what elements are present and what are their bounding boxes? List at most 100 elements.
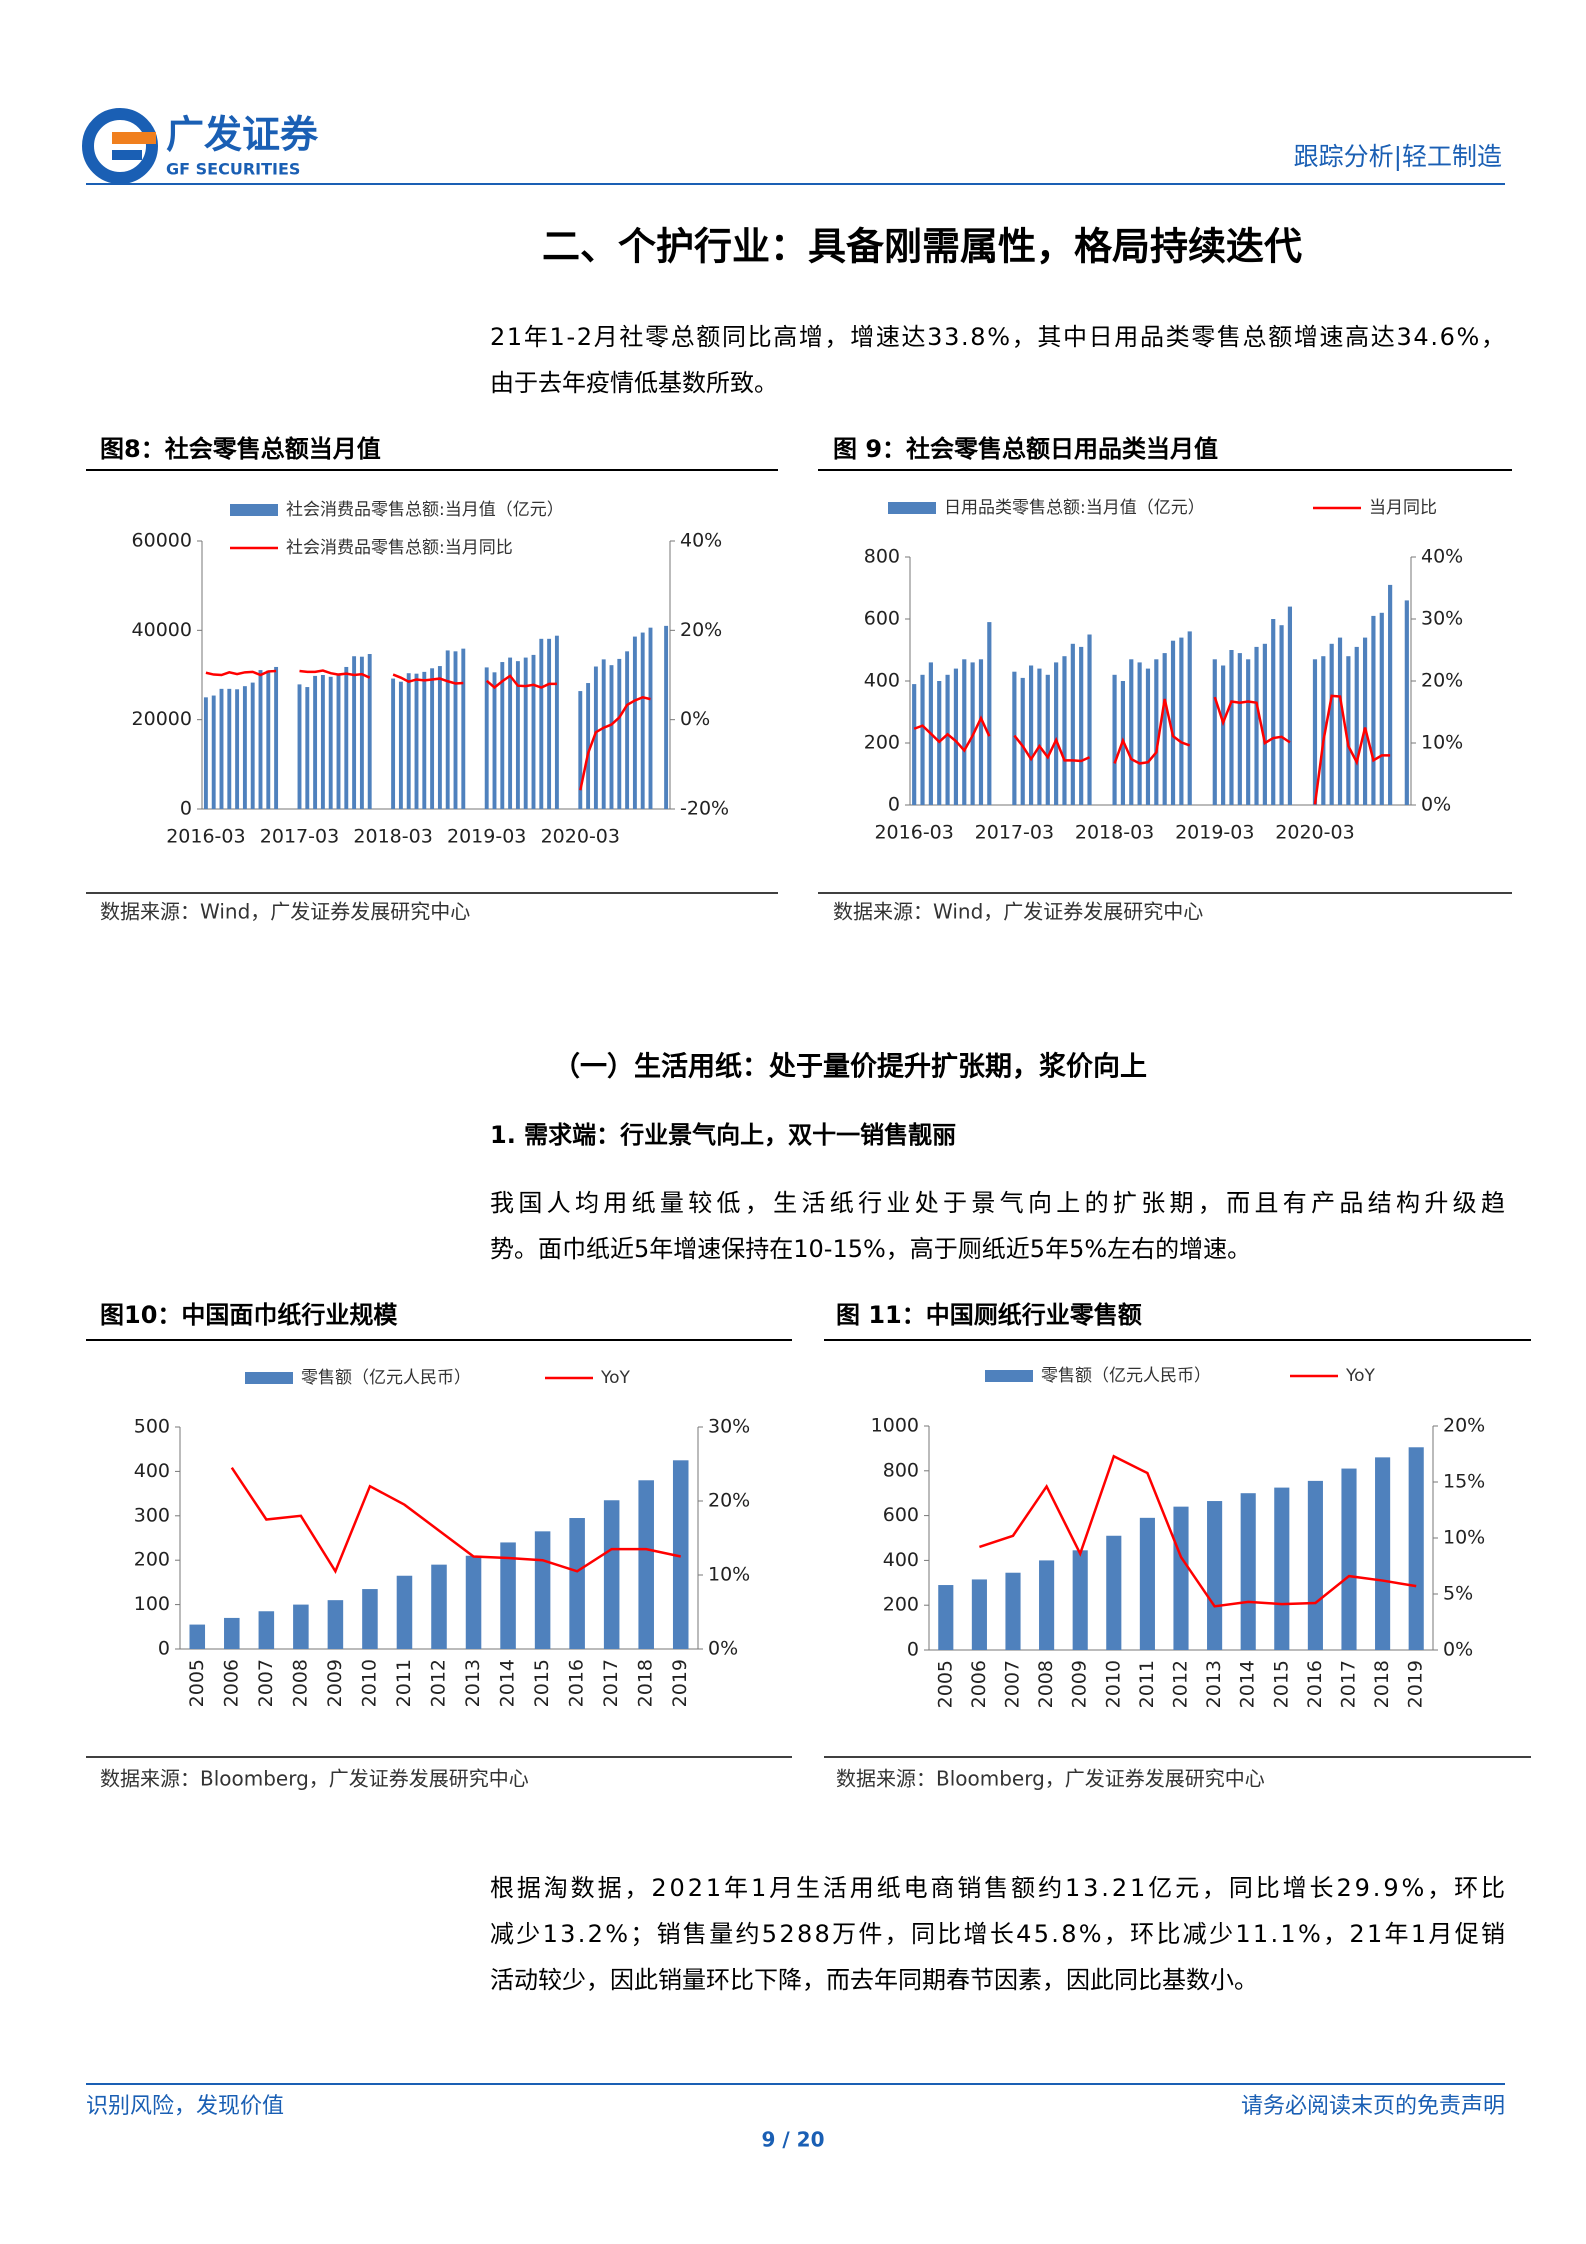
x-tick-label: 2016-03 — [874, 822, 953, 844]
bar — [515, 661, 520, 809]
bar — [1254, 646, 1259, 805]
y-tick-label: 0% — [1443, 1639, 1473, 1661]
line — [1313, 694, 1391, 805]
bar — [601, 659, 606, 809]
y-tick-label: 1000 — [871, 1415, 919, 1437]
bar — [617, 658, 622, 809]
x-tick-label: 2010 — [1102, 1660, 1124, 1708]
bar — [367, 654, 372, 809]
chart-source: 数据来源：Wind，广发证券发展研究中心 — [833, 900, 1203, 924]
line — [1013, 734, 1091, 763]
legend-label: 社会消费品零售总额:当月值（亿元） — [286, 500, 564, 520]
paragraph-line: 21年1-2月社零总额同比高增，增速达33.8%，其中日用品类零售总额增速高达3… — [490, 323, 1505, 351]
x-tick-label: 2009 — [324, 1659, 346, 1707]
bar — [414, 673, 419, 809]
footer-left: 识别风险，发现价值 — [86, 2094, 284, 2119]
y-tick-label: 200 — [134, 1549, 170, 1571]
line — [392, 673, 464, 685]
bar — [1354, 646, 1359, 805]
bar — [258, 670, 263, 809]
bar — [578, 691, 583, 809]
x-tick-label: 2017-03 — [975, 822, 1054, 844]
bar — [274, 666, 279, 809]
paragraph-line: 势。面巾纸近5年增速保持在10-15%，高于厕纸近5年5%左右的增速。 — [490, 1235, 1251, 1263]
logo-subtext: GF SECURITIES — [166, 160, 300, 179]
x-tick-label: 2017-03 — [260, 826, 339, 848]
x-tick-label: 2008 — [1035, 1660, 1057, 1708]
bar — [609, 665, 614, 809]
bar — [1408, 1447, 1424, 1650]
x-tick-label: 2020-03 — [1275, 822, 1354, 844]
chart-title: 图 9：社会零售总额日用品类当月值 — [833, 435, 1218, 463]
bar — [1229, 650, 1234, 805]
bar — [1341, 1468, 1357, 1650]
paragraph-line: 活动较少，因此销量环比下降，而去年同期春节因素，因此同比基数小。 — [490, 1966, 1258, 1994]
bar — [1154, 659, 1159, 805]
y-tick-label: 10% — [1443, 1527, 1485, 1549]
bar — [266, 670, 271, 809]
x-tick-label: 2016 — [1304, 1660, 1326, 1708]
bar — [500, 662, 505, 809]
bar — [1037, 668, 1042, 805]
paragraph-line: 减少13.2%；销售量约5288万件，同比增长45.8%，环比减少11.1%，2… — [490, 1920, 1505, 1948]
bar — [508, 657, 513, 809]
legend-swatch — [888, 502, 936, 514]
chart-source: 数据来源：Bloomberg，广发证券发展研究中心 — [100, 1767, 529, 1791]
y-tick-label: 40000 — [132, 619, 192, 641]
x-tick-label: 2017 — [1338, 1660, 1360, 1708]
x-tick-label: 2013 — [462, 1659, 484, 1707]
y-tick-label: 400 — [883, 1549, 919, 1571]
bar — [1112, 674, 1117, 805]
y-tick-label: 5% — [1443, 1583, 1473, 1605]
x-tick-label: 2019 — [1405, 1660, 1427, 1708]
bar — [945, 674, 950, 805]
bar — [1062, 656, 1067, 805]
bar — [987, 622, 992, 805]
bar — [445, 650, 450, 809]
bar — [305, 687, 310, 809]
bar — [336, 673, 341, 809]
section-title: 二、个护行业：具备刚需属性，格局持续迭代 — [542, 225, 1302, 269]
y-tick-label: 20% — [680, 619, 722, 641]
bar — [293, 1604, 309, 1649]
bar — [1129, 659, 1134, 805]
bar — [1362, 637, 1368, 805]
bar — [523, 657, 528, 809]
bar — [359, 656, 364, 809]
bar — [430, 668, 435, 809]
logo-ring — [82, 108, 158, 184]
y-tick-label: 600 — [883, 1504, 919, 1526]
bar — [1173, 1506, 1189, 1650]
bar — [531, 654, 536, 809]
x-tick-label: 2019-03 — [447, 826, 526, 848]
legend-label: 社会消费品零售总额:当月同比 — [286, 538, 513, 558]
logo — [82, 108, 158, 184]
bar — [1329, 643, 1334, 805]
bar — [1072, 1550, 1088, 1650]
bar — [1187, 631, 1192, 805]
line — [299, 669, 371, 679]
y-tick-label: 20% — [708, 1490, 750, 1512]
line — [1213, 696, 1291, 745]
bar — [1237, 653, 1242, 805]
bar — [1005, 1572, 1021, 1650]
bar — [1137, 662, 1142, 805]
y-tick-label: 20% — [1443, 1415, 1485, 1437]
chart-title: 图10：中国面巾纸行业规模 — [100, 1301, 398, 1329]
y-tick-label: 500 — [134, 1416, 170, 1438]
legend-label: 日用品类零售总额:当月值（亿元） — [944, 498, 1205, 518]
bar — [1028, 665, 1034, 805]
chart-source: 数据来源：Wind，广发证券发展研究中心 — [100, 900, 470, 924]
x-tick-label: 2015 — [531, 1659, 553, 1707]
bar — [1346, 656, 1351, 805]
x-tick-label: 2018 — [1371, 1660, 1393, 1708]
bar — [920, 674, 925, 805]
x-tick-label: 2015 — [1270, 1660, 1292, 1708]
y-tick-label: 0 — [180, 798, 192, 820]
bar — [1139, 1517, 1155, 1650]
legend-label: YoY — [600, 1368, 631, 1388]
chart-title: 图 11：中国厕纸行业零售额 — [836, 1301, 1142, 1329]
footer-right: 请务必阅读末页的免责声明 — [1241, 2094, 1505, 2119]
